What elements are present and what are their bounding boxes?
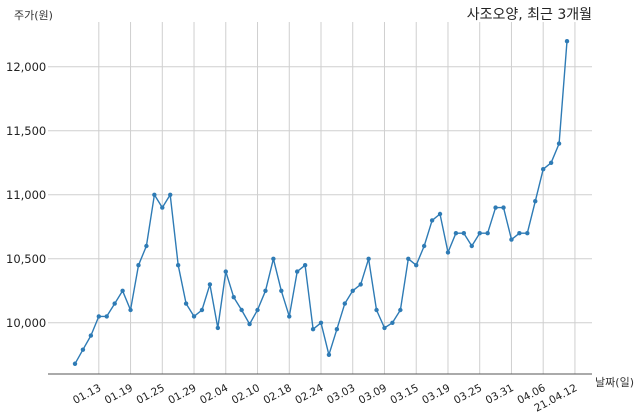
data-point [421,243,427,249]
data-point [517,231,522,236]
x-tick-label: 03.03 [325,382,357,407]
x-axis-label: 날짜(일) [595,375,634,389]
data-point [429,218,435,223]
x-tick-label: 02.04 [198,382,230,407]
x-tick-label: 03.09 [357,382,389,407]
data-point [223,269,228,274]
data-point [366,256,371,261]
data-point [136,263,141,268]
y-tick-labels: 10,000 10,500 11,000 11,500 12,000 [6,60,46,330]
y-tick-label: 11,500 [6,124,46,138]
x-tick-label: 01.29 [166,382,198,407]
data-point [183,301,189,306]
data-point [453,231,459,236]
data-point [318,320,324,325]
x-tick-label: 02.24 [293,382,325,407]
chart-title: 사조오양, 최근 3개월 [467,7,592,23]
data-point [469,243,474,249]
x-tick-label: 03.25 [452,382,484,407]
data-point [548,160,554,165]
data-point [112,301,117,306]
grid-lines [48,22,592,374]
data-point [231,295,236,300]
data-point [152,192,157,197]
data-point [445,250,451,255]
data-point [120,288,125,293]
data-point [556,141,562,146]
data-point [128,307,133,313]
data-point [493,205,498,210]
data-point [239,307,244,313]
data-point [104,314,109,319]
data-point [477,231,482,236]
data-point [525,231,530,236]
y-tick-label: 10,000 [6,316,46,330]
data-point [564,39,570,44]
x-tick-label: 01.25 [135,382,167,407]
data-point [80,347,86,352]
data-point [247,321,252,327]
y-tick-label: 12,000 [6,60,46,74]
data-point [191,314,197,319]
data-point [199,307,205,313]
data-point [263,288,268,293]
data-point [533,199,538,204]
y-tick-label: 10,500 [6,252,46,266]
data-point [374,307,379,313]
data-point [310,327,316,332]
data-point [271,256,276,261]
x-tick-label: 02.18 [261,382,293,407]
data-point [287,314,292,319]
data-point [509,237,514,242]
x-tick-labels: 01.13 01.19 01.25 01.29 02.04 02.10 02.18 02.24… [71,382,579,414]
data-point [294,269,300,274]
data-point [342,301,348,306]
x-tick-label: 02.10 [230,382,262,407]
data-point [160,205,165,210]
price-series [72,39,570,366]
data-point [72,361,78,366]
x-tick-label: 03.31 [484,382,516,407]
x-tick-label: 03.19 [420,382,452,407]
data-point [96,314,102,319]
data-point [207,282,213,287]
data-point [326,352,332,357]
data-point [350,288,355,293]
y-tick-label: 11,000 [6,188,46,202]
data-point [461,231,467,236]
data-point [279,288,284,293]
y-axis-label: 주가(원) [14,9,53,22]
data-point [215,325,221,331]
data-point [255,307,260,313]
data-point [334,327,340,332]
data-point [437,211,443,217]
data-point [168,192,173,197]
data-point [88,333,94,338]
x-tick-label: 01.19 [103,382,135,407]
data-point [540,167,546,172]
data-point [382,325,387,331]
x-tick-label: 01.13 [71,382,103,407]
data-point [175,263,181,268]
x-tick-label: 03.15 [388,382,420,407]
data-point [390,320,395,325]
data-point [485,231,490,236]
data-point [398,307,403,313]
data-point [302,263,308,268]
data-point [358,282,363,287]
data-point [414,263,419,268]
data-point [144,243,149,249]
data-point [501,205,506,210]
data-point [406,256,411,261]
